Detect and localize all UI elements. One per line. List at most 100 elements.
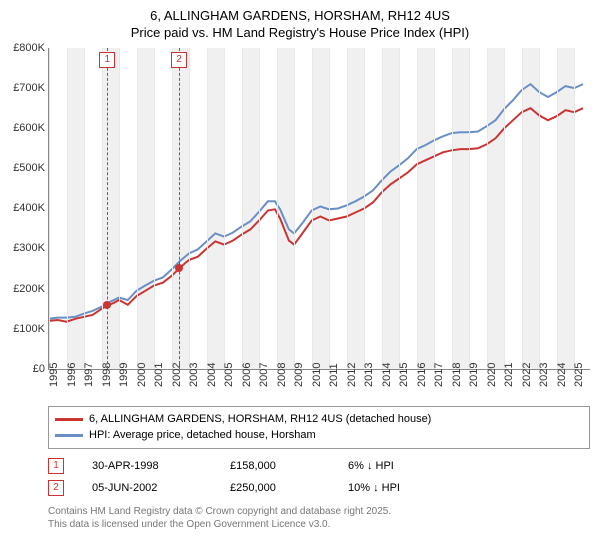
x-axis-label: 2002	[168, 362, 183, 386]
x-gridline	[67, 48, 68, 369]
x-gridline	[84, 48, 85, 369]
x-gridline	[399, 48, 400, 369]
x-gridline	[119, 48, 120, 369]
x-axis-label: 2020	[483, 362, 498, 386]
x-axis-label: 2004	[203, 362, 218, 386]
x-axis-label: 2023	[535, 362, 550, 386]
sale-marker-dot	[103, 301, 111, 309]
series-hpi	[49, 84, 583, 319]
footer-line1: Contains HM Land Registry data © Crown c…	[48, 505, 590, 518]
x-axis-label: 1999	[115, 362, 130, 386]
x-axis-label: 2001	[150, 362, 165, 386]
x-axis-label: 1995	[45, 362, 60, 386]
x-gridline	[452, 48, 453, 369]
x-axis-label: 2010	[308, 362, 323, 386]
event-badge: 2	[48, 480, 64, 496]
x-axis-label: 2013	[360, 362, 375, 386]
x-gridline	[469, 48, 470, 369]
x-gridline	[347, 48, 348, 369]
y-axis-label: £200K	[13, 283, 49, 295]
sale-marker-badge: 1	[99, 52, 115, 68]
sale-marker-line	[107, 48, 108, 369]
y-axis-label: £300K	[13, 242, 49, 254]
x-axis-label: 1998	[98, 362, 113, 386]
event-price: £250,000	[230, 477, 320, 499]
sale-marker-line	[179, 48, 180, 369]
x-axis-label: 2014	[378, 362, 393, 386]
y-axis-label: £700K	[13, 82, 49, 94]
footer-line2: This data is licensed under the Open Gov…	[48, 518, 590, 531]
x-gridline	[382, 48, 383, 369]
x-gridline	[189, 48, 190, 369]
x-axis-label: 2003	[185, 362, 200, 386]
x-axis-label: 2017	[430, 362, 445, 386]
x-axis-label: 2015	[395, 362, 410, 386]
x-axis-label: 2011	[325, 363, 340, 387]
x-axis-label: 1996	[63, 362, 78, 386]
x-axis-label: 2024	[553, 362, 568, 386]
chart-title: 6, ALLINGHAM GARDENS, HORSHAM, RH12 4US …	[0, 0, 600, 48]
legend-area: 6, ALLINGHAM GARDENS, HORSHAM, RH12 4US …	[48, 406, 590, 499]
legend-swatch	[55, 418, 83, 421]
x-gridline	[522, 48, 523, 369]
legend-label: 6, ALLINGHAM GARDENS, HORSHAM, RH12 4US …	[89, 411, 431, 428]
x-axis-label: 2021	[500, 362, 515, 386]
y-axis-label: £500K	[13, 162, 49, 174]
plot-region: £0£100K£200K£300K£400K£500K£600K£700K£80…	[48, 48, 590, 370]
x-gridline	[294, 48, 295, 369]
x-gridline	[364, 48, 365, 369]
x-axis-label: 2006	[238, 362, 253, 386]
x-gridline	[329, 48, 330, 369]
x-gridline	[259, 48, 260, 369]
x-gridline	[487, 48, 488, 369]
event-date: 30-APR-1998	[92, 455, 202, 477]
x-axis-label: 2022	[518, 362, 533, 386]
x-gridline	[434, 48, 435, 369]
legend-swatch	[55, 434, 83, 437]
sale-marker-dot	[175, 264, 183, 272]
x-axis-label: 2019	[465, 362, 480, 386]
y-axis-label: £800K	[13, 42, 49, 54]
x-gridline	[172, 48, 173, 369]
x-gridline	[277, 48, 278, 369]
event-row: 1 30-APR-1998 £158,000 6% ↓ HPI	[48, 455, 590, 477]
y-axis-label: £600K	[13, 122, 49, 134]
event-row: 2 05-JUN-2002 £250,000 10% ↓ HPI	[48, 477, 590, 499]
x-gridline	[557, 48, 558, 369]
x-gridline	[49, 48, 50, 369]
title-line1: 6, ALLINGHAM GARDENS, HORSHAM, RH12 4US	[0, 8, 600, 25]
x-gridline	[574, 48, 575, 369]
x-gridline	[137, 48, 138, 369]
x-axis-label: 2018	[448, 362, 463, 386]
x-gridline	[417, 48, 418, 369]
x-gridline	[207, 48, 208, 369]
x-axis-label: 2016	[413, 362, 428, 386]
event-date: 05-JUN-2002	[92, 477, 202, 499]
x-gridline	[102, 48, 103, 369]
x-axis-label: 2025	[570, 362, 585, 386]
event-delta: 10% ↓ HPI	[348, 477, 400, 499]
event-price: £158,000	[230, 455, 320, 477]
x-gridline	[312, 48, 313, 369]
x-axis-label: 2007	[255, 362, 270, 386]
chart-area: £0£100K£200K£300K£400K£500K£600K£700K£80…	[48, 48, 590, 398]
x-gridline	[242, 48, 243, 369]
y-axis-label: £100K	[13, 323, 49, 335]
x-axis-label: 2005	[220, 362, 235, 386]
legend-row: HPI: Average price, detached house, Hors…	[55, 427, 583, 444]
event-badge: 1	[48, 458, 64, 474]
x-axis-label: 2009	[290, 362, 305, 386]
x-gridline	[224, 48, 225, 369]
x-axis-label: 2012	[343, 362, 358, 386]
legend-label: HPI: Average price, detached house, Hors…	[89, 427, 316, 444]
x-axis-label: 2008	[273, 362, 288, 386]
x-gridline	[539, 48, 540, 369]
event-delta: 6% ↓ HPI	[348, 455, 394, 477]
footer: Contains HM Land Registry data © Crown c…	[48, 505, 590, 531]
legend-box: 6, ALLINGHAM GARDENS, HORSHAM, RH12 4US …	[48, 406, 590, 449]
x-axis-label: 2000	[133, 362, 148, 386]
events-list: 1 30-APR-1998 £158,000 6% ↓ HPI 2 05-JUN-2002…	[48, 455, 590, 499]
y-axis-label: £400K	[13, 202, 49, 214]
x-axis-label: 1997	[80, 362, 95, 386]
x-gridline	[154, 48, 155, 369]
